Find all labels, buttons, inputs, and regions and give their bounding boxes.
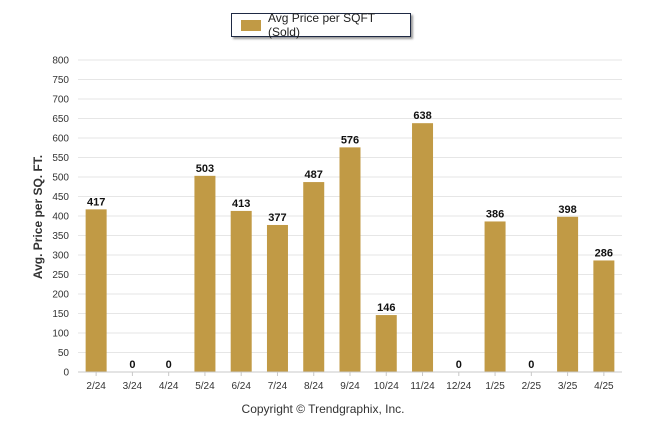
bar [557, 216, 579, 372]
bar [230, 210, 252, 372]
x-tick-label: 5/24 [195, 381, 215, 392]
y-tick-label: 50 [58, 348, 70, 359]
y-tick-label: 750 [52, 75, 69, 86]
data-label: 417 [87, 196, 105, 208]
y-tick-labels: 0 50 100 150 200 250 300 350 400 450 500 550 600 650 7… [52, 56, 69, 379]
legend: Avg Price per SQFT (Sold) [231, 11, 411, 39]
y-tick-label: 700 [52, 95, 69, 106]
y-axis-label: Avg. Price per SQ. FT. [31, 154, 45, 280]
legend-label: Avg Price per SQFT (Sold) [267, 11, 375, 39]
y-tick-label: 800 [52, 56, 69, 67]
y-tick-label: 250 [52, 270, 69, 281]
bar [375, 315, 397, 372]
y-tick-label: 500 [52, 173, 69, 184]
x-tick-label: 10/24 [374, 381, 399, 392]
x-tick-label: 2/24 [86, 381, 106, 392]
x-tick-labels: 2/24 3/24 4/24 5/24 6/24 7/24 8/24 9/24 10/24 11/… [86, 372, 614, 392]
y-tick-label: 450 [52, 192, 69, 203]
x-tick-label: 8/24 [304, 381, 324, 392]
bar [412, 123, 434, 373]
bar [85, 209, 107, 372]
bar [484, 221, 506, 372]
data-label: 576 [341, 134, 359, 146]
data-label: 0 [166, 359, 172, 371]
bar [266, 224, 288, 372]
x-tick-label: 3/24 [123, 381, 143, 392]
y-tick-label: 600 [52, 134, 69, 145]
data-label: 0 [528, 359, 534, 371]
data-label: 398 [558, 204, 576, 216]
data-label: 386 [486, 208, 504, 220]
x-tick-label: 12/24 [446, 381, 471, 392]
value-labels: 417 0 0 503 413 377 487 576 146 638 0 386 0 398 286 [87, 110, 613, 371]
data-label: 503 [196, 163, 214, 175]
data-label: 377 [268, 212, 286, 224]
x-tick-label: 4/25 [594, 381, 614, 392]
data-label: 638 [413, 110, 431, 122]
x-tick-label: 9/24 [340, 381, 360, 392]
x-tick-label: 7/24 [268, 381, 288, 392]
data-label: 286 [595, 247, 613, 259]
x-tick-label: 1/25 [485, 381, 505, 392]
data-label: 413 [232, 198, 250, 210]
y-tick-label: 400 [52, 212, 69, 223]
bar [303, 182, 325, 372]
y-tick-label: 100 [52, 329, 69, 340]
x-tick-label: 6/24 [231, 381, 251, 392]
data-label: 0 [456, 359, 462, 371]
x-tick-label: 4/24 [159, 381, 179, 392]
data-label: 0 [129, 359, 135, 371]
bar [339, 147, 361, 372]
x-tick-label: 3/25 [558, 381, 578, 392]
bar [194, 175, 216, 372]
legend-swatch [241, 19, 261, 31]
data-label: 146 [377, 302, 395, 314]
y-tick-label: 650 [52, 114, 69, 125]
bars [85, 123, 615, 373]
bar [593, 260, 615, 372]
y-tick-label: 300 [52, 251, 69, 262]
y-tick-label: 550 [52, 153, 69, 164]
data-label: 487 [305, 169, 323, 181]
y-tick-label: 0 [63, 368, 69, 379]
x-tick-label: 2/25 [522, 381, 542, 392]
y-tick-label: 200 [52, 290, 69, 301]
y-tick-label: 350 [52, 231, 69, 242]
y-tick-label: 150 [52, 309, 69, 320]
x-tick-label: 11/24 [410, 381, 435, 392]
copyright: Copyright © Trendgraphix, Inc. [241, 402, 405, 416]
